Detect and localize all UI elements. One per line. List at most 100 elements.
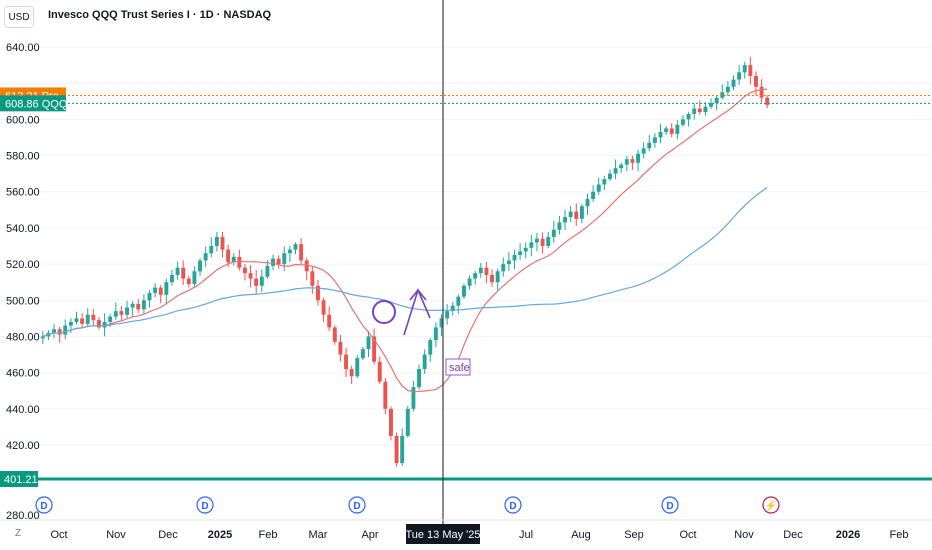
candle-body [113,311,118,317]
candle-body [563,217,568,223]
candle-body [108,316,113,322]
candle-body [40,336,45,339]
candle-body [467,278,472,286]
candle-body [344,354,349,370]
candle-body [377,361,382,382]
crosshair-date-badge [406,524,480,544]
time-axis-label: Oct [50,529,67,541]
candle-body [501,264,506,272]
candle-body [714,97,719,104]
candle-body [209,246,214,254]
time-axis-label: Sep [624,529,644,541]
candle-body [91,314,96,321]
candle-body [753,75,758,87]
candle-body [119,311,124,315]
candle-body [315,285,320,301]
time-axis-label: Feb [890,529,909,541]
time-axis-label: Dec [783,529,803,541]
candle-body [692,108,697,114]
dividend-marker [35,496,53,514]
candle-body [321,300,326,315]
price-tick-label: 580.00 [6,151,40,163]
candle-body [433,327,438,341]
candle-body [96,320,101,328]
candle-body [299,244,304,261]
candle-body [282,253,287,265]
support-level: 401.21 [4,474,38,486]
candle-body [484,267,489,275]
annotation-circle [372,300,396,324]
currency-button[interactable]: USD [4,6,34,28]
candle-body [226,249,231,263]
candle-body [85,314,90,324]
last-price: 608.86 QQQ [5,98,68,110]
annotation-box [445,358,471,376]
candle-body [478,267,483,274]
candle-body [512,255,517,261]
candle-body [198,260,203,272]
event-marker-label: D [509,501,516,512]
price-tick-label: 480.00 [6,331,40,343]
candle-body [574,211,579,219]
candle-body [720,92,725,98]
price-tick-label: 500.00 [6,295,40,307]
event-marker-label: D [201,501,208,512]
candle-body [748,65,753,76]
candle-body [630,159,635,163]
candle-body [709,103,714,107]
candle-body [130,303,135,308]
candle-body [164,282,169,295]
symbol-title: Invesco QQQ Trust Series I · 1D · NASDAQ [48,9,272,21]
candle-body [383,381,388,409]
ma-slow-line [42,187,768,338]
time-axis-label: Dec [158,529,178,541]
candle-body [596,184,601,192]
candle-body [372,336,377,362]
candle-body [181,267,186,279]
candle-body [579,206,584,219]
candle-body [360,349,365,359]
candle-body [669,128,674,134]
candle-body [585,198,590,207]
candle-body [490,274,495,283]
price-tick-label: 640.00 [6,42,40,54]
candle-body [658,132,663,138]
candle-body [591,191,596,199]
candle-body [265,265,270,277]
candle-body [725,86,730,93]
candle-body [731,79,736,87]
candle-body [355,358,360,377]
candle-body [686,113,691,120]
time-axis-label: Nov [734,529,754,541]
candle-body [237,256,242,268]
candle-body [310,271,315,286]
time-axis-label: Mar [309,529,328,541]
event-marker-label: D [353,501,360,512]
time-axis-label: Nov [106,529,126,541]
dividend-marker [196,496,214,514]
candle-body [186,278,191,284]
price-tick-label: 600.00 [6,114,40,126]
candle-body [147,293,152,301]
candle-body [495,271,500,283]
candle-body [153,287,158,294]
candle-body [445,311,450,319]
price-tick-label: 420.00 [6,440,40,452]
candle-body [652,137,657,143]
price-tick-label: 440.00 [6,404,40,416]
candle-body [473,273,478,279]
candle-body [456,296,461,306]
annotation-arrow [403,287,431,336]
candle-body [80,318,85,324]
ma-fast-line [42,88,768,393]
candle-body [52,329,57,333]
dividend-marker [348,496,366,514]
last-price-badge [0,95,66,112]
candle-body [506,260,511,265]
candle-body [540,238,545,246]
candle-body [254,278,259,286]
candle-body [647,142,652,149]
zoom-reset-button[interactable]: Z [15,528,22,539]
candle-body [428,340,433,355]
